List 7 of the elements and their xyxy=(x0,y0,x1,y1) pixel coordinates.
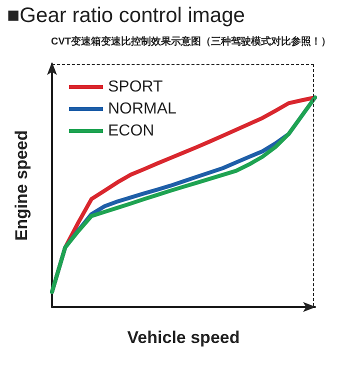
legend-label: SPORT xyxy=(108,78,164,96)
y-axis-title: Engine speed xyxy=(12,130,31,241)
chart-subtitle: CVT变速箱变速比控制效果示意图（三种驾驶模式对比参照！） xyxy=(51,36,331,48)
chart-title: ■Gear ratio control image xyxy=(7,4,245,27)
legend-label: ECON xyxy=(108,122,154,140)
legend-label: NORMAL xyxy=(108,100,177,118)
x-axis-title: Vehicle speed xyxy=(127,328,240,347)
